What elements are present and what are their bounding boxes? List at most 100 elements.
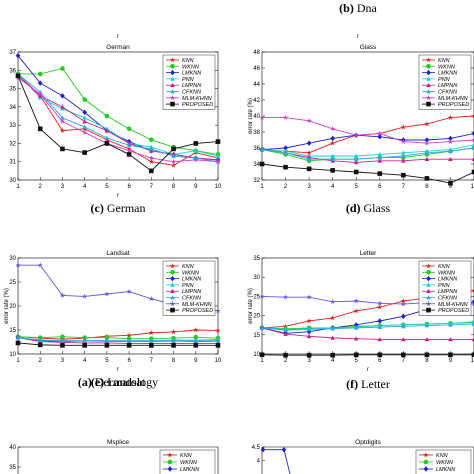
y-tick-label: 25 [253, 294, 260, 300]
data-point [104, 113, 110, 119]
chart-title: Msplice [107, 439, 129, 446]
data-point [60, 66, 65, 71]
data-point [424, 156, 430, 162]
series-line [17, 342, 218, 346]
caption-landsat: (e) Landsat [91, 375, 146, 389]
y-tick-label: 48 [253, 50, 260, 56]
y-tick-label: 25 [9, 280, 16, 286]
data-point [306, 294, 312, 300]
data-point [448, 322, 453, 327]
chart-msplice: Msplice3540KNNWKNNLMKNNPNN [9, 439, 219, 474]
data-point [215, 158, 221, 165]
x-axis-label-remnant: r [357, 34, 359, 40]
legend-box [162, 54, 216, 110]
data-point [330, 326, 335, 331]
data-point [82, 335, 87, 340]
data-point [448, 135, 453, 142]
y-tick-label: 4 [257, 458, 261, 464]
x-tick-label: 5 [105, 184, 109, 190]
caption-german: (c) German [91, 201, 146, 215]
y-tick-label: 40 [9, 445, 16, 451]
chart-letter: Letter 10 15 20 25 30 35 1 2 3 4 5 6 7 8 9 10 r error rate… [248, 250, 474, 391]
legend-marker [423, 452, 429, 458]
data-point [471, 337, 474, 342]
series-line [18, 67, 219, 155]
series-knn [15, 327, 221, 342]
legend-marker [169, 94, 176, 101]
chart-title: Optdigits [355, 439, 381, 446]
legend: KNNWKNNLMKNNPNNLMPNNCFKNNMLM-KHNNPROPOSE… [418, 260, 472, 316]
data-point [377, 337, 383, 342]
caption-letter: (b) [339, 1, 357, 15]
data-point [15, 73, 21, 79]
legend-label: LMPNN [182, 289, 201, 295]
series-proposed [15, 73, 221, 174]
y-tick-label: 35 [9, 465, 16, 471]
x-tick-label: 6 [378, 184, 382, 190]
legend-label: LMPNN [182, 83, 201, 89]
series-line [261, 323, 474, 331]
data-point [330, 168, 335, 173]
legend-label: WKNN [180, 460, 197, 466]
legend-marker [170, 82, 175, 88]
series-line [17, 337, 218, 344]
legend-marker [169, 263, 176, 269]
data-point [259, 293, 265, 299]
legend-label: WKNN [438, 64, 455, 70]
data-point [260, 446, 266, 453]
data-point [37, 335, 43, 340]
series-line [17, 337, 219, 342]
data-point [37, 93, 43, 98]
legend-marker [170, 307, 175, 313]
legend-marker [426, 89, 431, 94]
data-point [471, 113, 474, 119]
series-line-partial [262, 449, 291, 474]
data-point [377, 130, 383, 136]
x-tick-label: 9 [449, 184, 453, 190]
x-tick-label: 5 [105, 358, 109, 364]
series-line [17, 73, 219, 166]
data-point [59, 118, 66, 124]
series-mlm-khnn [259, 114, 474, 146]
data-point [59, 292, 66, 298]
caption-name: Dna [357, 1, 378, 15]
data-point [282, 294, 289, 300]
data-point [60, 343, 65, 348]
y-tick-label: 20 [9, 304, 16, 310]
x-tick-label: 1 [260, 358, 264, 364]
y-tick-label: 4.5 [252, 445, 261, 451]
data-point [126, 288, 132, 294]
x-tick-label: 1 [16, 184, 20, 190]
data-point [259, 147, 265, 152]
x-tick-label: 7 [402, 358, 406, 364]
series-line [17, 73, 219, 163]
data-point [283, 150, 288, 155]
legend-marker [426, 270, 431, 275]
data-point [60, 146, 65, 152]
data-point [170, 329, 177, 335]
data-point [126, 338, 132, 343]
data-point [148, 155, 155, 161]
x-tick-label: 9 [194, 358, 198, 364]
data-point [471, 299, 474, 305]
x-tick-label: 3 [307, 184, 311, 190]
data-point [306, 149, 312, 156]
data-point [377, 155, 383, 160]
legend: KNNWKNNLMKNNPNNLMPNNCFKNNMLM-KHNNPROPOSE… [418, 54, 472, 110]
legend-label: MLM-KHNN [438, 96, 468, 102]
legend-label: KNN [182, 264, 194, 270]
data-point [82, 115, 87, 120]
data-point [104, 141, 110, 146]
series-line [17, 77, 219, 163]
data-point [15, 335, 21, 340]
data-point [424, 337, 430, 342]
y-tick-label: 42 [253, 98, 260, 104]
data-point [306, 327, 312, 332]
data-point [330, 153, 335, 158]
data-point [377, 352, 383, 358]
legend-label: CFKNN [182, 90, 201, 96]
data-point [471, 301, 474, 307]
legend-label: WKNN [438, 270, 455, 276]
data-point [59, 127, 66, 133]
chart-title: Letter [360, 250, 377, 257]
